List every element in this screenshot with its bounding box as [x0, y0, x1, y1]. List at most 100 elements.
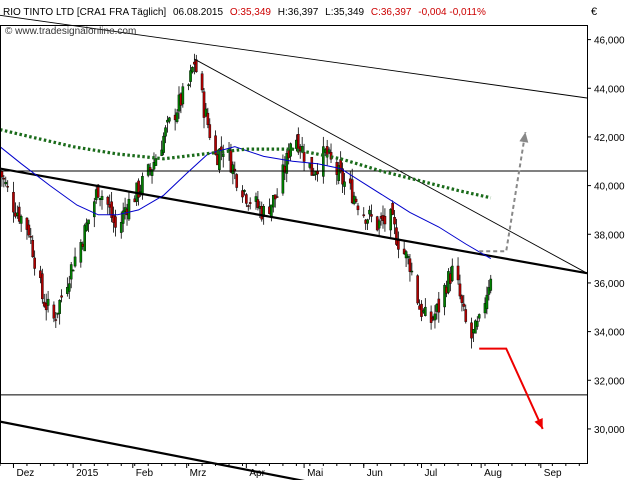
bull-candle	[366, 219, 369, 224]
bear-candle	[195, 59, 198, 73]
bull-candle	[181, 86, 185, 105]
bear-candle	[235, 174, 239, 188]
bull-candle	[489, 278, 493, 291]
bull-candle	[191, 66, 194, 73]
bull-candle	[164, 127, 167, 137]
bull-candle	[127, 198, 131, 220]
chart-header: RIO TINTO LTD [CRA1 FRA Täglich] 06.08.2…	[3, 7, 486, 18]
bear-candle	[148, 167, 152, 171]
bull-candle	[87, 219, 90, 225]
bull-candle	[187, 84, 190, 87]
bull-candle	[368, 209, 371, 215]
bear-candle	[25, 217, 29, 230]
x-tick-label: Jul	[424, 468, 437, 479]
bull-candle	[46, 298, 50, 306]
bear-candle	[362, 214, 366, 217]
bear-candle	[297, 134, 300, 153]
bull-candle	[450, 265, 454, 281]
header-date: 06.08.2015	[173, 7, 223, 18]
bear-candle	[302, 151, 306, 162]
y-tick-label: 38,000	[594, 230, 625, 241]
bear-candle	[456, 265, 460, 281]
bull-candle	[289, 143, 292, 157]
bull-candle	[343, 181, 346, 187]
bull-candle	[485, 294, 489, 310]
bull-candle	[19, 216, 23, 224]
x-tick-label: Mrz	[190, 468, 207, 479]
bull-candle	[262, 206, 265, 217]
bear-candle	[110, 201, 113, 218]
indicator-lines	[0, 14, 588, 480]
scenario-down-path	[479, 347, 544, 430]
bear-candle	[437, 298, 441, 313]
bull-candle	[71, 269, 75, 272]
bear-candle	[356, 205, 360, 211]
bear-candle	[350, 179, 354, 204]
bear-candle	[60, 295, 63, 298]
bear-candle	[391, 203, 394, 215]
bear-candle	[408, 258, 412, 272]
bull-candle	[322, 146, 325, 177]
bear-candle	[248, 202, 252, 204]
y-tick-label: 44,000	[594, 84, 625, 95]
bull-candle	[285, 153, 289, 174]
bull-candle	[424, 306, 427, 316]
bull-candle	[404, 251, 408, 259]
bear-candle	[54, 319, 58, 321]
bull-candle	[337, 165, 341, 181]
bear-candle	[137, 180, 140, 198]
bear-candle	[33, 257, 36, 269]
bull-candle	[218, 148, 221, 170]
bear-candle	[200, 73, 204, 91]
bull-candle	[69, 264, 73, 280]
bear-candle	[2, 177, 6, 180]
bull-candle	[221, 153, 225, 157]
x-tick-label: Mai	[307, 468, 323, 479]
bear-candle	[383, 216, 387, 225]
bull-candle	[121, 210, 125, 224]
trendline-thin	[0, 14, 588, 99]
bear-candle	[460, 295, 464, 303]
bear-candle	[241, 190, 244, 198]
bull-candle	[83, 225, 86, 252]
bear-candle	[464, 309, 468, 322]
bear-candle	[44, 302, 48, 311]
trendline-bold	[0, 420, 305, 480]
y-axis: 30,000 32,000 34,000 36,000 38,000 40,000 42,0…	[587, 36, 625, 436]
bull-candle	[389, 208, 392, 231]
bull-candle	[119, 221, 123, 233]
watermark: © www.tradesignalonline.com	[5, 26, 136, 37]
bull-candle	[477, 314, 481, 319]
bear-candle	[31, 240, 35, 258]
bull-candle	[204, 108, 208, 117]
bear-candle	[202, 91, 206, 118]
bull-candle	[189, 70, 192, 82]
x-tick-label: 2015	[76, 468, 99, 479]
bull-candle	[433, 313, 437, 321]
bear-candle	[206, 112, 210, 125]
bear-candle	[420, 303, 423, 317]
bear-candle	[12, 191, 15, 213]
header-close: C:36,397	[371, 7, 412, 18]
bull-candle	[79, 242, 83, 263]
y-tick-label: 32,000	[594, 376, 625, 387]
currency-label: €	[591, 6, 597, 18]
header-change: -0,004 -0,011%	[418, 7, 486, 18]
trendline-bold	[0, 167, 588, 275]
instrument-name: RIO TINTO LTD [CRA1 FRA Täglich]	[3, 7, 166, 18]
x-tick-label: Feb	[136, 468, 154, 479]
bull-candle	[377, 220, 381, 229]
plot-border	[0, 25, 588, 464]
bear-candle	[397, 240, 400, 250]
bear-candle	[429, 311, 433, 323]
bear-candle	[256, 199, 260, 208]
bull-candle	[443, 284, 446, 308]
bull-candle	[243, 189, 246, 192]
bull-candle	[254, 196, 258, 202]
moving-average-long	[0, 128, 492, 200]
bull-candle	[141, 176, 144, 196]
bear-candle	[229, 150, 233, 173]
bear-candle	[41, 273, 44, 300]
bear-candle	[246, 205, 250, 207]
